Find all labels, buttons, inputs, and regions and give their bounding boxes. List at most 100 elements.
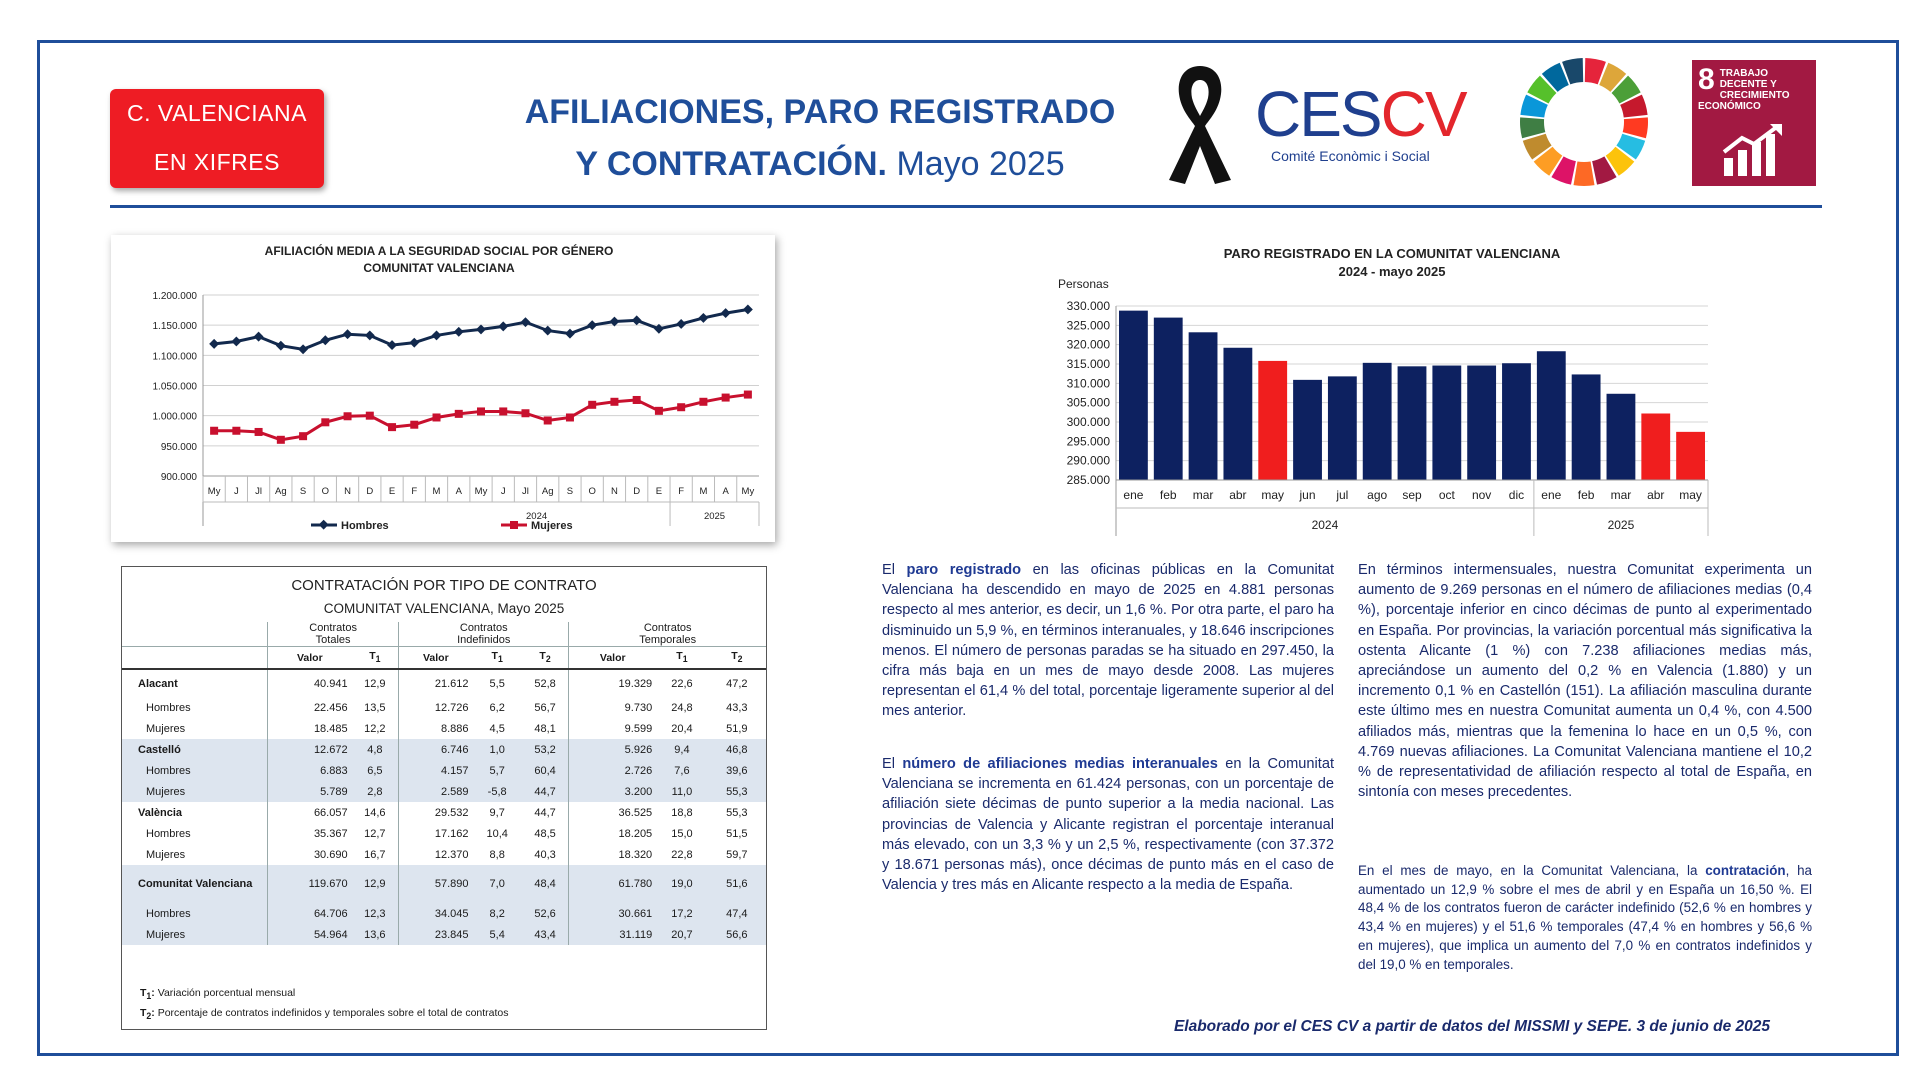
line-series-mujeres (214, 393, 749, 442)
line-point-mujeres (654, 406, 663, 415)
sdg8-badge: 8 TRABAJO DECENTE Y CRECIMIENTO ECONÓMIC… (1692, 60, 1816, 186)
table-cell: 56,6 (707, 924, 766, 945)
line-ytick-label: 900.000 (161, 472, 198, 483)
line-xtick-label: D (633, 486, 640, 497)
paragraph-intermensual: En términos intermensuales, nuestra Comu… (1358, 562, 1812, 801)
line-point-hombres (253, 331, 264, 342)
line-point-hombres (364, 330, 375, 341)
sdg8-number: 8 (1698, 63, 1715, 96)
table-cell: 35.367 (267, 823, 352, 844)
bar-ene (1119, 310, 1148, 480)
table-cell: 8,2 (472, 903, 522, 924)
line-point-mujeres (499, 407, 508, 416)
line-point-hombres (431, 330, 442, 341)
bar-xtick-label: jul (1335, 488, 1348, 502)
sdg-wheel-segment (1533, 146, 1563, 176)
table-cell: 6.746 (398, 739, 473, 760)
line-point-mujeres (254, 427, 263, 436)
table-cell: 5.926 (568, 739, 657, 760)
title-line1: AFILIACIONES, PARO REGISTRADO (524, 93, 1116, 131)
bar-nov (1467, 365, 1497, 480)
bar-oct (1432, 365, 1462, 480)
bar-xtick-label: ene (1541, 488, 1561, 502)
table-cell: 5,7 (472, 760, 522, 781)
contract-table-card: CONTRATACIÓN POR TIPO DE CONTRATO COMUNI… (121, 566, 767, 1030)
row-label: Hombres (122, 903, 268, 924)
table-cell: 21.612 (398, 669, 473, 697)
line-point-mujeres (721, 393, 730, 402)
sdg-wheel-segment (1584, 58, 1606, 85)
table-cell: 59,7 (726, 848, 748, 861)
line-chart-title: AFILIACIÓN MEDIA A LA SEGURIDAD SOCIAL P… (265, 243, 614, 258)
line-xtick-label: A (456, 486, 463, 497)
line-ytick-label: 1.050.000 (153, 382, 198, 393)
bar-xtick-label: mar (1193, 488, 1214, 502)
line-xtick-label: E (389, 486, 395, 497)
bar-ytick-label: 320.000 (1067, 338, 1111, 352)
logo-subtitle: Comité Econòmic i Social (1271, 148, 1430, 164)
bar-abr (1641, 413, 1671, 480)
sdg-wheel-segment (1541, 62, 1569, 92)
table-cell: 12.370 (398, 844, 473, 865)
line-xtick-label: J (501, 486, 506, 497)
bar-jun (1293, 379, 1322, 480)
table-cell: 6,5 (351, 760, 399, 781)
line-point-hombres (453, 326, 464, 337)
table-cell: 20,7 (656, 924, 708, 945)
legend-marker (318, 519, 329, 530)
table-title: CONTRATACIÓN POR TIPO DE CONTRATO (291, 577, 597, 594)
table-cell: 24,8 (671, 701, 693, 714)
table-cell: 19.329 (568, 669, 657, 697)
table-cell: 2.726 (568, 760, 657, 781)
affiliation-chart-card: AFILIACIÓN MEDIA A LA SEGURIDAD SOCIAL P… (111, 235, 775, 542)
line-xtick-label: My (208, 486, 221, 497)
title-line2-light: Mayo 2025 (896, 145, 1065, 183)
table-cell: 23.845 (398, 924, 473, 945)
bar-feb (1571, 374, 1601, 480)
title-line2: Y CONTRATACIÓN. Mayo 2025 (470, 138, 1170, 190)
paragraph-paro: El paro registrado en las oficinas públi… (882, 562, 1335, 720)
table-cell: 18,8 (671, 806, 693, 819)
line-point-hombres (275, 340, 286, 351)
row-label: València (138, 806, 183, 819)
bar-ytick-label: 310.000 (1067, 376, 1111, 390)
line-point-mujeres (410, 420, 419, 429)
bar-xtick-label: jun (1299, 488, 1316, 502)
line-point-hombres (720, 308, 731, 319)
table-cell: 55,3 (707, 781, 766, 802)
row-label: Hombres (146, 701, 191, 714)
region-badge: C. VALENCIANA EN XIFRES (110, 89, 324, 188)
table-cell: 44,7 (521, 781, 569, 802)
table-row: Mujeres 30.690 16,7 12.370 8,8 40,3 18.320 22,8… (122, 844, 766, 865)
row-label: Castelló (122, 739, 268, 760)
table-cell: 5,5 (489, 677, 505, 690)
line-point-mujeres (454, 409, 463, 418)
table-cell: 57.890 (398, 865, 473, 903)
table-row: Castelló 12.672 4,8 6.746 1,0 53,2 5.926 9,4 46,… (122, 739, 766, 760)
line-xtick-label: O (322, 486, 329, 497)
unemployment-bar-chart: PARO REGISTRADO EN LA COMUNITAT VALENCIA… (1058, 246, 1709, 536)
table-cell: 18.320 (568, 844, 657, 865)
table-cell: 43,4 (521, 924, 569, 945)
bar-abr (1223, 347, 1253, 480)
table-cell: 6,2 (489, 701, 505, 714)
table-cell: 40,3 (534, 848, 556, 861)
table-row: Hombres 6.883 6,5 4.157 5,7 60,4 2.726 7,6 39,6 (122, 760, 766, 781)
table-cell: 2.589 (398, 781, 473, 802)
table-cell: 22,6 (671, 677, 693, 690)
footer-source: Elaborado por el CES CV a partir de dato… (1173, 1018, 1770, 1035)
row-label: Hombres (122, 760, 268, 781)
bar-xtick-label: abr (1229, 488, 1246, 502)
line-xtick-label: M (699, 486, 707, 497)
table-cell: 9,7 (489, 806, 505, 819)
bar-ago (1362, 362, 1392, 480)
table-row: Hombres 35.367 12,7 17.162 10,4 48,5 18.205 15,… (122, 823, 766, 844)
table-cell: 51,6 (707, 865, 766, 903)
bar-year-label: 2024 (1312, 518, 1339, 532)
line-xtick-label: F (411, 486, 417, 497)
table-cell: 64.706 (267, 903, 352, 924)
line-point-mujeres (632, 395, 641, 404)
table-cell: 51,9 (726, 722, 748, 735)
logo-ces: CES (1255, 78, 1383, 150)
table-cell: 8.886 (398, 718, 473, 739)
